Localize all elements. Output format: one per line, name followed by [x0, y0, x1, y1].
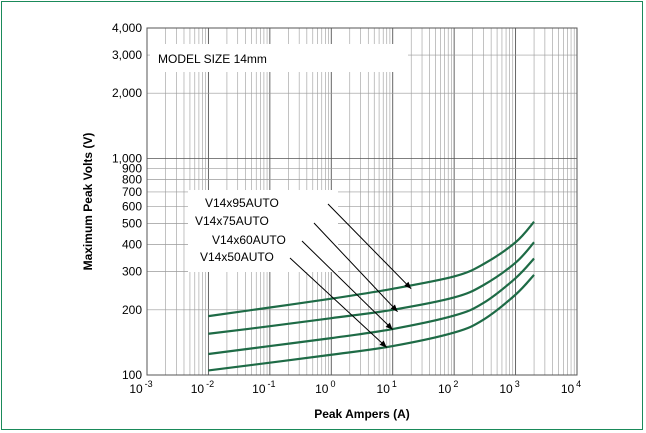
y-tick-label: 4,000	[112, 21, 142, 35]
y-tick-label: 800	[122, 172, 142, 186]
x-tick-labels: 10 -3 10 -2 10 -1 10 0 10 1 10 2 10 3 10 4	[129, 379, 581, 396]
y-tick-label: 600	[122, 199, 142, 213]
x-tick-label: 10 4	[561, 379, 581, 396]
chart-annotation: MODEL SIZE 14mm	[158, 52, 267, 66]
series-callouts: V14x95AUTO V14x75AUTO V14x60AUTO V14x50AUTO	[195, 196, 412, 348]
x-tick-label: 10 3	[499, 379, 519, 396]
label-background	[188, 190, 338, 272]
callout-arrowhead	[390, 304, 398, 312]
plot-border	[146, 27, 578, 376]
series-line	[208, 274, 535, 372]
y-tick-label: 3,000	[112, 48, 142, 62]
series-line	[208, 221, 535, 318]
callout-arrow-line	[301, 240, 394, 330]
y-tick-label: 700	[122, 185, 142, 199]
x-tick-label: 10 0	[315, 379, 335, 396]
x-tick-label: 10 -2	[191, 379, 214, 396]
callout-arrowhead	[385, 322, 393, 330]
callout-arrowhead	[379, 340, 387, 348]
y-tick-label: 300	[122, 265, 142, 279]
series-label: V14x60AUTO	[212, 233, 286, 247]
x-tick-label: 10 1	[377, 379, 397, 396]
y-axis-label: Maximum Peak Volts (V)	[81, 133, 95, 271]
callout-arrow-line	[313, 222, 398, 313]
series-line	[208, 241, 535, 335]
series-label: V14x95AUTO	[205, 196, 279, 210]
y-tick-label: 400	[122, 238, 142, 252]
series-label: V14x75AUTO	[195, 214, 269, 228]
y-tick-label: 100	[122, 368, 142, 382]
series-lines	[208, 221, 535, 372]
annotation-background	[150, 44, 408, 72]
x-axis-label: Peak Ampers (A)	[314, 407, 410, 421]
y-tick-label: 2,000	[112, 86, 142, 100]
y-tick-label: 1,000	[112, 151, 142, 165]
x-tick-label: 10 2	[438, 379, 458, 396]
callout-arrow-line	[289, 257, 388, 348]
x-tick-label: 10 -3	[129, 379, 152, 396]
series-line	[208, 257, 535, 356]
x-tick-label: 10 -1	[252, 379, 275, 396]
callout-arrow-line	[327, 203, 412, 290]
y-tick-label: 200	[122, 303, 142, 317]
y-tick-label: 500	[122, 217, 142, 231]
series-label: V14x50AUTO	[200, 250, 274, 264]
callout-arrowhead	[404, 281, 412, 289]
y-tick-label: 900	[122, 161, 142, 175]
